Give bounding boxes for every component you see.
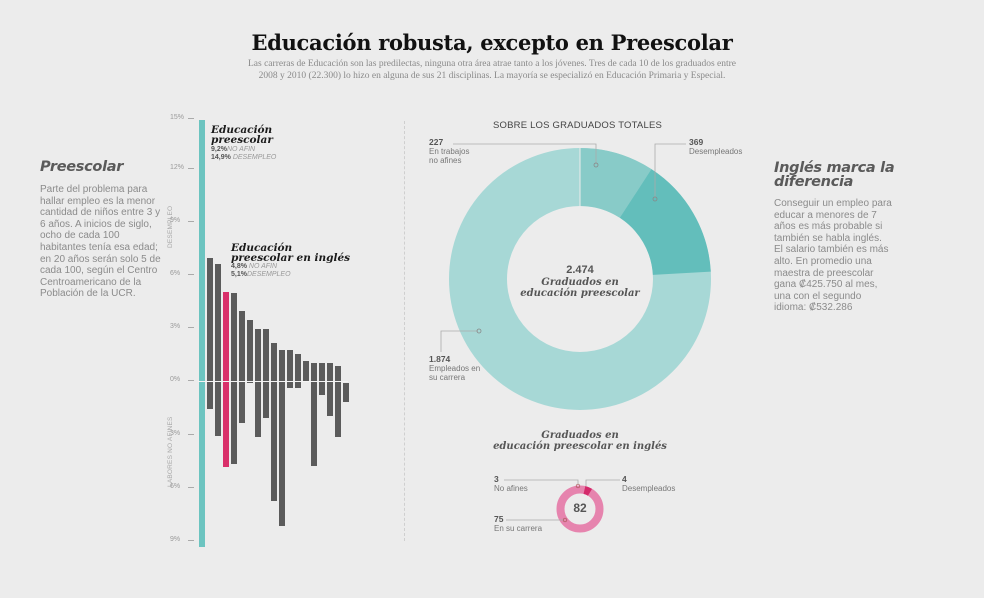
donut-ingles-label-desempleados: 4 Desempleados bbox=[622, 474, 676, 494]
bar bbox=[239, 311, 245, 423]
right-panel-body: Conseguir un empleo para educar a menore… bbox=[774, 198, 892, 314]
donut-ingles-center-value: 82 bbox=[573, 501, 587, 515]
donut-total-title: SOBRE LOS GRADUADOS TOTALES bbox=[492, 120, 663, 131]
donut-ingles-title: Graduados en educación preescolar en ing… bbox=[493, 430, 667, 452]
bar bbox=[287, 350, 293, 388]
bar bbox=[215, 264, 221, 436]
donut-ingles-label-carrera: 75 En su carrera bbox=[494, 514, 543, 534]
bar bbox=[343, 383, 349, 402]
bar bbox=[263, 329, 269, 418]
annotation-preescolar-desempleo: 14,9% DESEMPLEO bbox=[211, 154, 277, 161]
section-divider bbox=[404, 121, 405, 541]
tick-6-down: 6% bbox=[170, 483, 196, 490]
bar bbox=[271, 343, 277, 501]
bar bbox=[303, 361, 309, 382]
annotation-ingles-title: Educación preescolar en inglés bbox=[231, 242, 351, 264]
right-panel-heading: Inglés marca la diferencia bbox=[774, 160, 895, 190]
donut-label-empleados: 1.874 Empleados en su carrera bbox=[429, 354, 481, 383]
bar bbox=[327, 363, 333, 416]
donut-center-value: 2.474 bbox=[566, 264, 594, 276]
page-subtitle: Las carreras de Educación son las predil… bbox=[248, 59, 737, 81]
left-panel-body: Parte del problema para hallar empleo es… bbox=[40, 184, 161, 300]
tick-15-up: 15% bbox=[170, 114, 196, 121]
tick-3-down: 3% bbox=[170, 430, 196, 437]
bar-preescolar-ingles bbox=[223, 292, 229, 467]
donut-label-no-afines: 227 En trabajos no afines bbox=[429, 137, 470, 166]
bar bbox=[247, 320, 253, 383]
left-panel-heading: Preescolar bbox=[40, 159, 124, 175]
zero-line bbox=[198, 381, 348, 382]
bar bbox=[295, 354, 301, 388]
page-title: Educación robusta, excepto en Preescolar bbox=[251, 30, 733, 55]
tick-0: 0% bbox=[170, 376, 196, 383]
bar bbox=[319, 363, 325, 395]
tick-9-down: 9% bbox=[170, 536, 196, 543]
bar-preescolar bbox=[199, 120, 205, 547]
bar bbox=[207, 258, 213, 409]
annotation-ingles-no-afin: 4,8% NO AFIN bbox=[231, 263, 278, 270]
tick-6-up: 6% bbox=[170, 270, 196, 277]
annotation-preescolar-title: Educación preescolar bbox=[211, 124, 273, 146]
bar bbox=[311, 363, 317, 466]
donut-center-label: Graduados en educación preescolar bbox=[520, 277, 640, 299]
donut-label-desempleados: 369 Desempleados bbox=[689, 137, 743, 157]
tick-12-up: 12% bbox=[170, 164, 196, 171]
bar bbox=[335, 366, 341, 437]
tick-3-up: 3% bbox=[170, 323, 196, 330]
donut-ingles-label-no-afines: 3 No afines bbox=[494, 474, 528, 494]
bar bbox=[231, 293, 237, 464]
tick-9-up: 9% bbox=[170, 217, 196, 224]
annotation-preescolar-no-afin: 9,2%NO AFIN bbox=[211, 146, 256, 153]
annotation-ingles-desempleo: 5,1%DESEMPLEO bbox=[231, 271, 291, 278]
bar bbox=[279, 350, 285, 526]
bar bbox=[255, 329, 261, 437]
